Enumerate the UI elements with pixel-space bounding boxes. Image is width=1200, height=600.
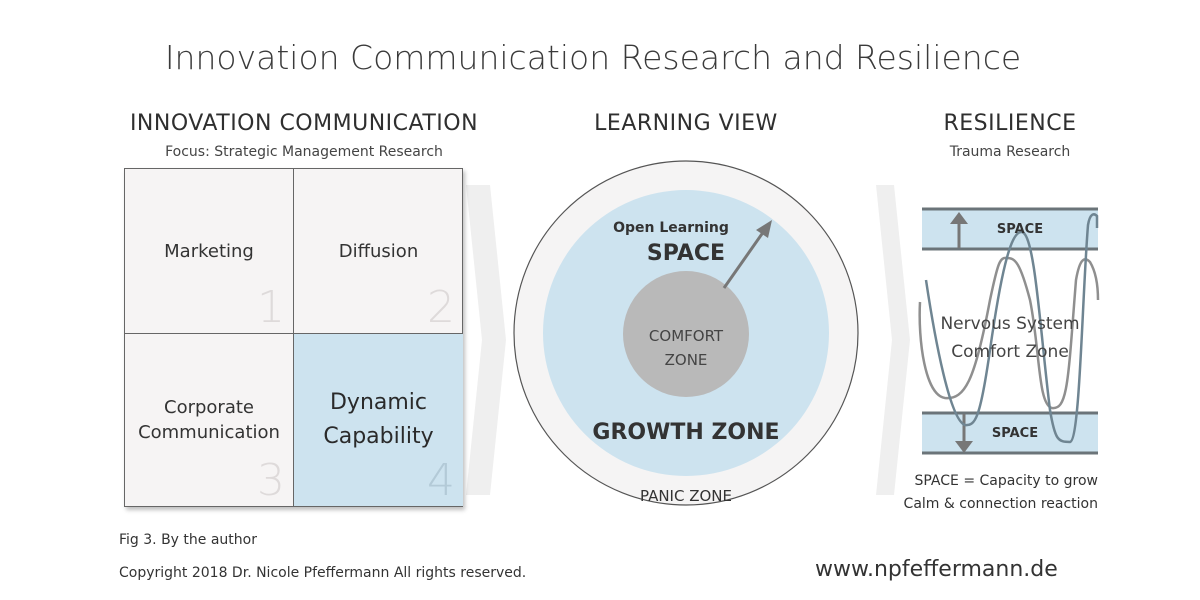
quadrant-number: 4	[427, 455, 455, 506]
quadrant-label: Corporate Communication	[138, 397, 280, 443]
chevron-arrow-2	[876, 185, 910, 495]
calm-connection-note: Calm & connection reaction	[903, 496, 1098, 512]
right-heading: RESILIENCE	[943, 111, 1077, 136]
nervous-system-label: Nervous System Comfort Zone	[940, 314, 1080, 362]
quadrant-marketing: 1 Marketing	[125, 169, 294, 334]
bottom-space-band	[922, 413, 1098, 453]
quadrant-number: 2	[427, 282, 455, 333]
quadrant-label: Marketing	[164, 240, 254, 262]
panic-zone-label: PANIC ZONE	[639, 487, 732, 505]
comfort-zone-label: COMFORT ZONE	[648, 327, 724, 369]
quadrant-label: Diffusion	[338, 240, 419, 262]
copyright: Copyright 2018 Dr. Nicole Pfeffermann Al…	[119, 565, 527, 581]
top-space-band	[922, 209, 1098, 249]
left-subheading: Focus: Strategic Management Research	[165, 144, 443, 160]
growth-zone-label: GROWTH ZONE	[592, 420, 780, 445]
comfort-zone-circle	[623, 271, 749, 397]
website-link[interactable]: www.npfeffermann.de	[815, 557, 1058, 582]
page-title: Innovation Communication Research and Re…	[164, 38, 1022, 77]
space-label: SPACE	[646, 241, 726, 266]
open-learning-label: Open Learning	[613, 220, 729, 236]
middle-heading: LEARNING VIEW	[594, 111, 778, 136]
quadrant-number: 1	[257, 282, 285, 333]
top-space-label: SPACE	[996, 222, 1044, 237]
right-subheading: Trauma Research	[949, 144, 1071, 160]
wave-blue	[924, 213, 1099, 444]
quadrant-corporate-communication: 3 Corporate Communication	[125, 334, 294, 506]
wave-gray	[918, 256, 1100, 410]
quadrant-diffusion: 2 Diffusion	[294, 169, 463, 334]
figure-caption: Fig 3. By the author	[119, 532, 257, 548]
chevron-arrow-1	[466, 185, 506, 495]
quadrant-dynamic-capability: 4 Dynamic Capability	[294, 334, 463, 506]
growth-arrow-icon	[722, 230, 766, 289]
quadrant-number: 3	[257, 455, 285, 506]
bottom-space-label: SPACE	[991, 426, 1039, 441]
quadrant-grid: 1 Marketing 2 Diffusion 3 Corporate Comm…	[124, 168, 463, 507]
quadrant-label: Dynamic Capability	[323, 390, 434, 449]
space-definition: SPACE = Capacity to grow	[914, 473, 1098, 489]
left-heading: INNOVATION COMMUNICATION	[129, 111, 479, 136]
